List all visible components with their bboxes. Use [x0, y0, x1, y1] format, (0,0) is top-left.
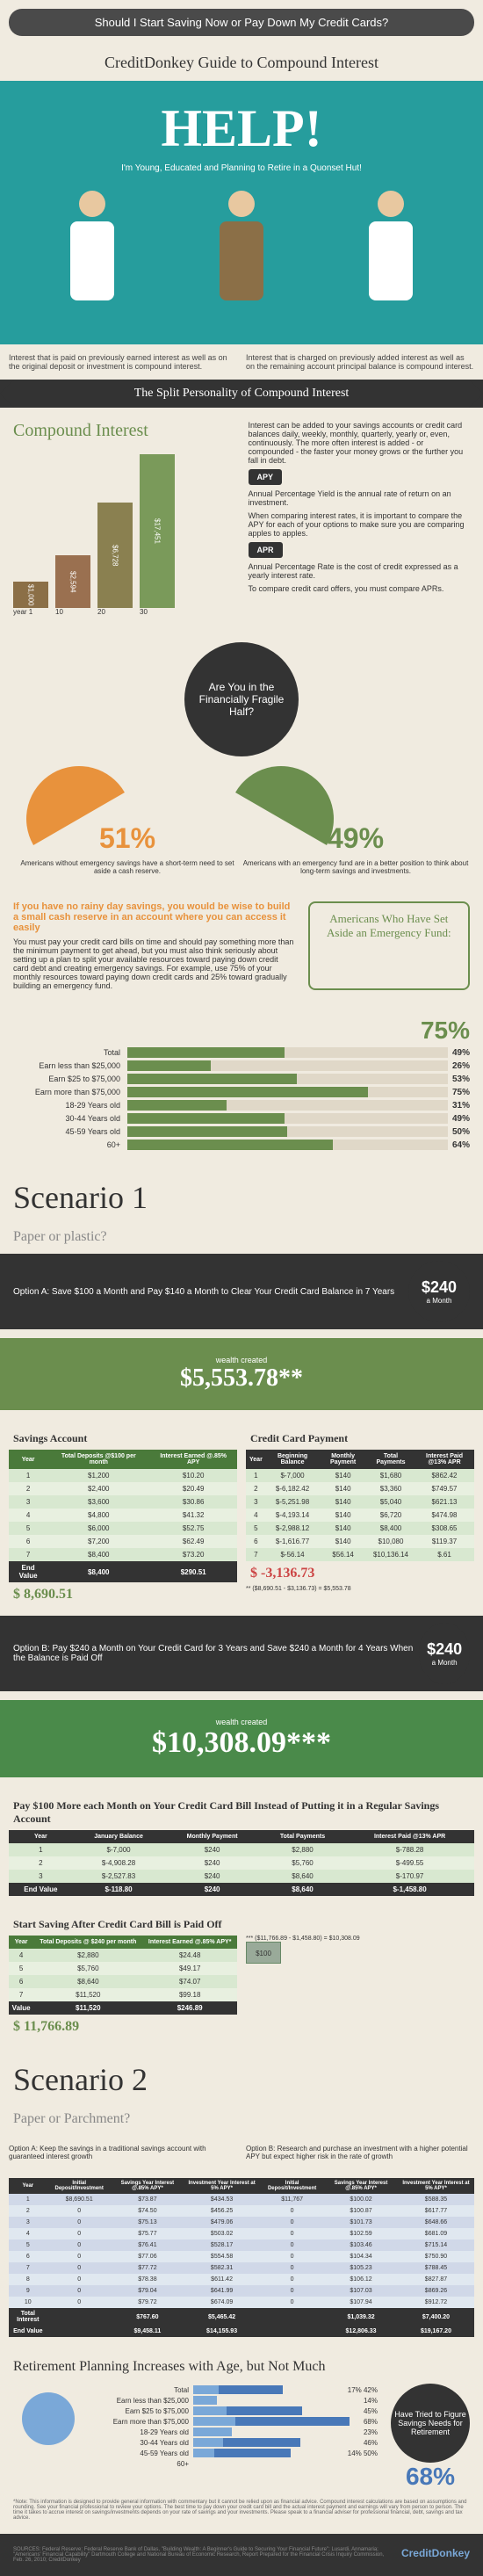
- sources: SOURCES: Federal Reserve; Federal Reserv…: [13, 2547, 393, 2563]
- footer: SOURCES: Federal Reserve; Federal Reserv…: [0, 2534, 483, 2576]
- stable-pct: 49%: [242, 822, 470, 855]
- interest-definitions: Interest that is paid on previously earn…: [0, 344, 483, 380]
- advice-body: You must pay your credit card bills on t…: [13, 937, 295, 990]
- retire-title: Retirement Planning Increases with Age, …: [13, 2359, 470, 2375]
- s2-options: Option A: Keep the savings in a traditio…: [0, 2136, 483, 2169]
- s2-optA: Option A: Keep the savings in a traditio…: [9, 2145, 237, 2160]
- s1a-banner-text: Option A: Save $100 a Month and Pay $140…: [13, 1287, 394, 1297]
- apr-label: APR: [249, 542, 283, 558]
- s1a-savings-table: Savings Account YearTotal Deposits @$100…: [9, 1428, 237, 1607]
- s1b-banner-text: Option B: Pay $240 a Month on Your Credi…: [13, 1644, 419, 1663]
- compound-bars: $1,000 $2,594 $6,728 $17,451: [13, 450, 235, 608]
- s2-table: YearInitial Deposit/InvestmentSavings Ye…: [0, 2169, 483, 2346]
- person-devil: [356, 191, 426, 314]
- s2-optB: Option B: Research and purchase an inves…: [246, 2145, 474, 2160]
- s1b-badge: $240 a Month: [419, 1623, 470, 1684]
- interest-right: Interest that is charged on previously a…: [246, 353, 474, 371]
- advice-section: If you have no rainy day savings, you wo…: [0, 888, 483, 1003]
- hero: HELP! I'm Young, Educated and Planning t…: [0, 81, 483, 344]
- s1-title: Scenario 1: [0, 1166, 483, 1229]
- stable-desc: Americans with an emergency fund are in …: [242, 859, 470, 875]
- compound-title: Compound Interest: [13, 421, 235, 441]
- person-middle: [206, 191, 277, 314]
- apy-text2: When comparing interest rates, it is imp…: [249, 511, 471, 538]
- s1b-pay-table: YearJanuary BalanceMonthly PaymentTotal …: [9, 1830, 474, 1896]
- bar-y30: $17,451: [140, 454, 175, 608]
- apr-text: Annual Percentage Rate is the cost of cr…: [249, 562, 471, 580]
- s1b-banner: Option B: Pay $240 a Month on Your Credi…: [0, 1616, 483, 1691]
- retirement-section: Retirement Planning Increases with Age, …: [0, 2346, 483, 2534]
- donkey-icon: [22, 2392, 75, 2445]
- emergency-max: 75%: [13, 1017, 470, 1045]
- advice-box: Americans Who Have Set Aside an Emergenc…: [308, 901, 470, 990]
- bar-y10: $2,594: [55, 555, 90, 608]
- apy-label: APY: [249, 469, 283, 485]
- s2-title: Scenario 2: [0, 2048, 483, 2111]
- person-angel: [57, 191, 127, 314]
- main-title: CreditDonkey Guide to Compound Interest: [0, 45, 483, 81]
- bank-bubble: Are You in the Financially Fragile Half?: [184, 642, 299, 756]
- help-text: HELP!: [18, 98, 465, 159]
- bar-y20: $6,728: [97, 503, 133, 608]
- s1a-wealth: wealth created $5,553.78**: [0, 1338, 483, 1410]
- bar-y1: $1,000: [13, 582, 48, 608]
- s1b-pay-title: Pay $100 More each Month on Your Credit …: [9, 1795, 474, 1830]
- bank-section: Are You in the Financially Fragile Half?: [0, 642, 483, 756]
- retire-big: 68%: [391, 2463, 470, 2491]
- compound-intro: Interest can be added to your savings ac…: [249, 421, 471, 465]
- s1b-save-title: Start Saving After Credit Card Bill is P…: [9, 1914, 474, 1936]
- s1b-note: *** ($11,766.89 - $1,458.80) = $10,308.0…: [246, 1936, 474, 1942]
- help-sub: I'm Young, Educated and Planning to Reti…: [18, 163, 465, 173]
- s2-sub: Paper or Parchment?: [0, 2111, 483, 2136]
- s1a-banner: Option A: Save $100 a Month and Pay $140…: [0, 1254, 483, 1329]
- apy-text: Annual Percentage Yield is the annual ra…: [249, 489, 471, 507]
- money-icon: $100: [246, 1942, 281, 1964]
- header-question: Should I Start Saving Now or Pay Down My…: [9, 9, 474, 36]
- bar-labels: year 1 10 20 30: [13, 608, 235, 616]
- s1b-save-table: YearTotal Deposits @ $240 per monthInter…: [9, 1936, 237, 2015]
- s1-sub: Paper or plastic?: [0, 1229, 483, 1254]
- fragile-desc: Americans without emergency savings have…: [13, 859, 242, 875]
- fragile-stable: 51% Americans without emergency savings …: [13, 770, 470, 875]
- emergency-chart: 75% Total49%Earn less than $25,00026%Ear…: [0, 1003, 483, 1166]
- s1a-badge: $240 a Month: [408, 1261, 470, 1322]
- brand: CreditDonkey: [401, 2547, 470, 2563]
- interest-left: Interest that is paid on previously earn…: [9, 353, 237, 371]
- retire-note: *Note: This information is designed to p…: [13, 2500, 470, 2521]
- s1a-credit-table: Credit Card Payment YearBeginning Balanc…: [246, 1428, 474, 1607]
- advice-title: If you have no rainy day savings, you wo…: [13, 901, 295, 933]
- s1b-wealth: wealth created $10,308.09***: [0, 1700, 483, 1777]
- apr-text2: To compare credit card offers, you must …: [249, 584, 471, 593]
- split-banner: The Split Personality of Compound Intere…: [0, 380, 483, 408]
- retire-bubble: Have Tried to Figure Savings Needs for R…: [391, 2384, 470, 2463]
